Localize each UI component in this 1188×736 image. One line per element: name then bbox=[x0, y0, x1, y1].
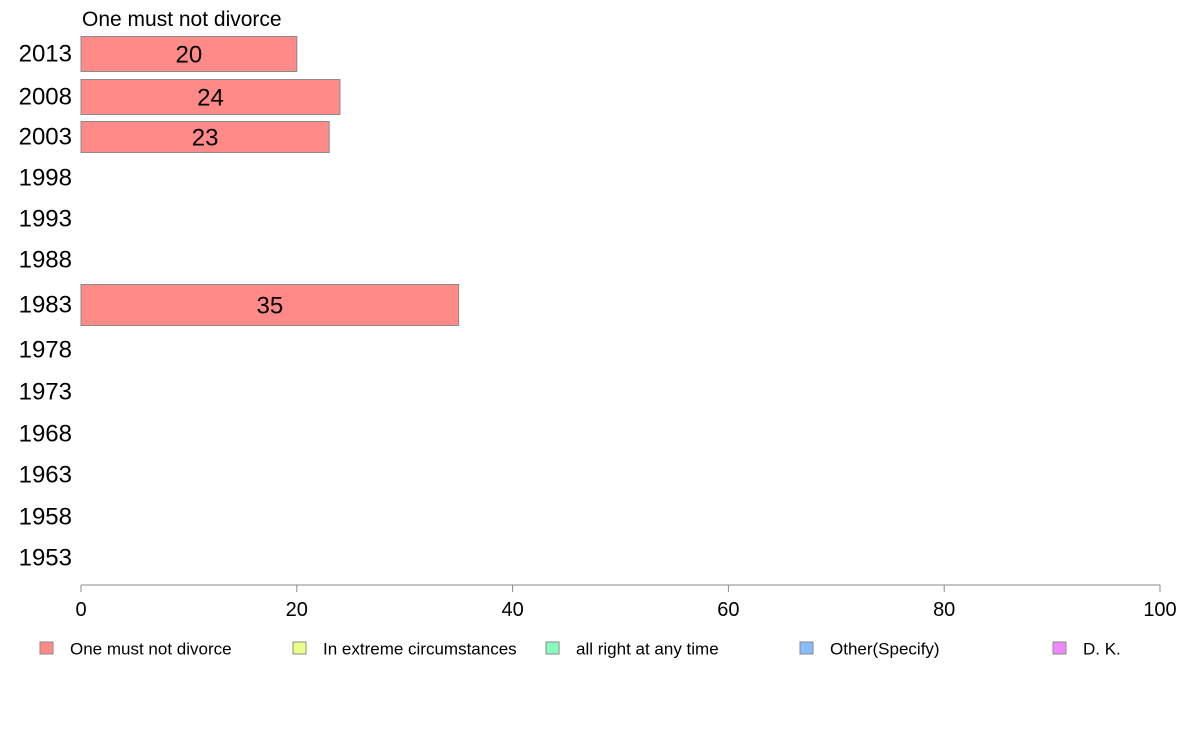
bar-value-label-2003: 23 bbox=[192, 125, 219, 152]
legend-swatch-2 bbox=[545, 641, 560, 655]
bar-2008 bbox=[80, 79, 341, 115]
x-tick-label-20: 20 bbox=[286, 599, 308, 621]
bar-1983 bbox=[80, 284, 460, 326]
legend-swatch-0 bbox=[39, 641, 54, 655]
year-label-1973: 1973 bbox=[19, 379, 72, 406]
x-tick-label-0: 0 bbox=[75, 599, 86, 621]
x-tick-label-80: 80 bbox=[933, 599, 955, 621]
legend-label-2: all right at any time bbox=[576, 640, 719, 659]
bar-2003 bbox=[80, 121, 330, 153]
legend-swatch-1 bbox=[292, 641, 307, 655]
year-label-2013: 2013 bbox=[19, 41, 72, 68]
year-label-2008: 2008 bbox=[19, 84, 72, 111]
bar-value-label-2008: 24 bbox=[197, 85, 224, 112]
legend-label-1: In extreme circumstances bbox=[323, 640, 517, 659]
chart-title: One must not divorce bbox=[82, 8, 282, 31]
x-tick-label-100: 100 bbox=[1143, 599, 1176, 621]
year-label-1953: 1953 bbox=[19, 545, 72, 572]
year-label-1988: 1988 bbox=[19, 247, 72, 274]
year-label-1963: 1963 bbox=[19, 462, 72, 489]
bar-2013 bbox=[80, 36, 298, 72]
year-label-1998: 1998 bbox=[19, 165, 72, 192]
bars-group: 20 24 23 35 bbox=[80, 36, 460, 326]
year-labels-group: 2013 2008 2003 1998 1993 1988 1983 1978 1973 1968… bbox=[19, 41, 72, 572]
legend: One must not divorce In extreme circumsta… bbox=[39, 640, 1121, 659]
x-axis: 0 20 40 60 80 100 bbox=[75, 584, 1177, 621]
x-tick-label-40: 40 bbox=[501, 599, 523, 621]
legend-label-3: Other(Specify) bbox=[830, 640, 940, 659]
bar-value-label-2013: 20 bbox=[176, 42, 203, 69]
legend-label-0: One must not divorce bbox=[70, 640, 232, 659]
legend-label-4: D. K. bbox=[1083, 640, 1121, 659]
bar-value-label-1983: 35 bbox=[256, 293, 283, 320]
year-label-1993: 1993 bbox=[19, 206, 72, 233]
x-tick-label-60: 60 bbox=[717, 599, 739, 621]
year-label-1978: 1978 bbox=[19, 337, 72, 364]
year-label-1983: 1983 bbox=[19, 292, 72, 319]
legend-swatch-3 bbox=[799, 641, 814, 655]
year-label-1958: 1958 bbox=[19, 504, 72, 531]
legend-swatch-4 bbox=[1052, 641, 1067, 655]
year-label-1968: 1968 bbox=[19, 421, 72, 448]
year-label-2003: 2003 bbox=[19, 124, 72, 151]
